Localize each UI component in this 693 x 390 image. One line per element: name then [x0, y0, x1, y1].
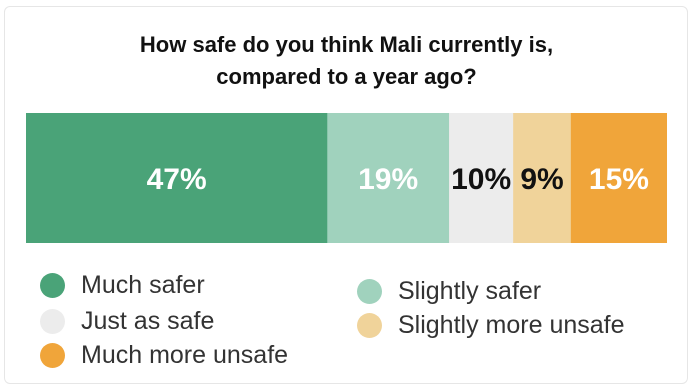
legend-label-slightly-more-unsafe: Slightly more unsafe [398, 310, 625, 339]
data-label-much-more-unsafe: 15% [589, 163, 649, 196]
legend-swatch-slightly-more-unsafe [357, 312, 382, 338]
legend-item-slightly-safer: Slightly safer [357, 275, 541, 307]
data-label-much-safer: 47% [147, 163, 207, 196]
bar-segment-slightly-safer [327, 113, 450, 243]
legend-swatch-much-more-unsafe [40, 342, 65, 368]
legend-item-much-safer: Much safer [40, 269, 205, 301]
stacked-bar-svg: 47% 19% 10% 9% 15% [26, 113, 667, 243]
legend-label-slightly-safer: Slightly safer [398, 276, 542, 305]
data-label-slightly-safer: 19% [358, 163, 418, 196]
chart-title-line-2: compared to a year ago? [216, 64, 477, 89]
legend-swatch-much-safer [40, 272, 65, 298]
legend-swatch-just-as-safe [40, 308, 65, 334]
chart-title-line-1: How safe do you think Mali currently is, [139, 32, 554, 57]
legend-item-just-as-safe: Just as safe [40, 305, 214, 337]
stacked-bar: 47% 19% 10% 9% 15% [26, 113, 667, 243]
legend-item-slightly-more-unsafe: Slightly more unsafe [357, 309, 625, 341]
legend-item-much-more-unsafe: Much more unsafe [40, 339, 288, 371]
bar-segment-slightly-more-unsafe [513, 113, 572, 243]
legend-label-much-safer: Much safer [81, 270, 205, 299]
legend-swatch-slightly-safer [357, 278, 382, 304]
data-label-just-as-safe: 10% [451, 163, 511, 196]
data-label-slightly-more-unsafe: 9% [520, 163, 563, 196]
bar-segment-much-safer [26, 113, 328, 243]
chart-title: How safe do you think Mali currently is,… [20, 29, 673, 93]
legend-label-much-more-unsafe: Much more unsafe [81, 340, 289, 369]
bar-segment-much-more-unsafe [570, 113, 667, 243]
legend-label-just-as-safe: Just as safe [81, 306, 215, 335]
bar-segment-just-as-safe [449, 113, 514, 243]
legend: Much safer Slightly safer Just as safe S… [40, 269, 680, 379]
